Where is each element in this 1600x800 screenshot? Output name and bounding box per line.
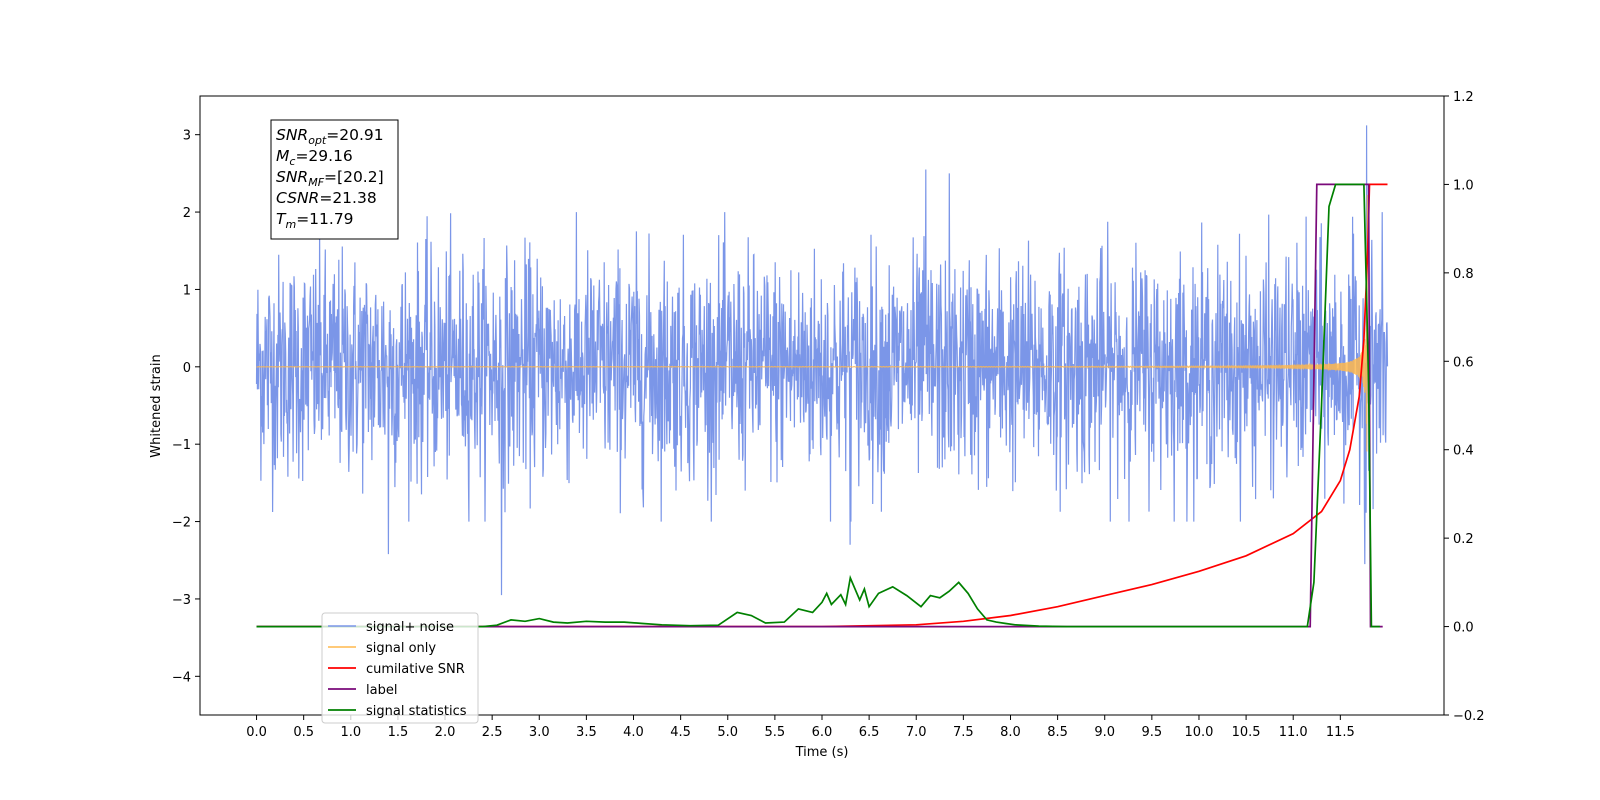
x-tick-label: 11.0 xyxy=(1279,725,1308,740)
annotation-value: =11.79 xyxy=(296,210,353,228)
annotation-value: =20.91 xyxy=(326,126,383,144)
annotation-subscript: m xyxy=(285,218,296,231)
x-tick-label: 3.0 xyxy=(529,725,550,740)
y-axis-label: Whitened strain xyxy=(149,354,164,457)
annotation-subscript: c xyxy=(289,155,295,168)
series-signal-noise-line xyxy=(255,125,1389,596)
x-tick-label: 5.0 xyxy=(717,725,738,740)
x-tick-label: 2.0 xyxy=(435,725,456,740)
x-tick-label: 0.5 xyxy=(293,725,314,740)
x-axis: 0.0 0.5 1.0 1.5 2.0 2.5 3.0 3.5 4.0 4.5 5.0 5.5 6.0 6… xyxy=(246,715,1355,740)
annotation-value: =29.16 xyxy=(295,147,352,165)
y-tick-label: −3 xyxy=(172,593,191,608)
annotation-line: SNRopt=20.91 xyxy=(276,126,384,147)
annotation-value: =21.38 xyxy=(319,189,376,207)
series-cumulative-snr-line xyxy=(256,183,1388,628)
x-tick-label: 10.5 xyxy=(1232,725,1261,740)
annotation-subscript: opt xyxy=(308,134,327,147)
y2-tick-label: 0.6 xyxy=(1453,355,1474,370)
x-tick-label: 4.5 xyxy=(670,725,691,740)
plot-area xyxy=(255,125,1389,628)
legend-label: signal statistics xyxy=(366,704,467,719)
series-label-line xyxy=(256,183,1383,628)
y-tick-label: −4 xyxy=(172,670,191,685)
annotation-symbol: SNR xyxy=(276,126,308,144)
x-tick-label: 7.5 xyxy=(953,725,974,740)
x-tick-label: 2.5 xyxy=(482,725,503,740)
x-tick-label: 4.0 xyxy=(623,725,644,740)
x-tick-label: 11.5 xyxy=(1326,725,1355,740)
y-tick-label: 1 xyxy=(183,283,191,298)
legend-label: signal only xyxy=(366,641,436,656)
x-tick-label: 10.0 xyxy=(1184,725,1213,740)
x-tick-label: 6.5 xyxy=(859,725,880,740)
annotation-subscript: MF xyxy=(308,176,324,189)
y-axis-left: 3 2 1 0 −1 −2 −3 −4 xyxy=(172,129,200,685)
y2-tick-label: 0.0 xyxy=(1453,621,1474,636)
annotation-value: =[20.2] xyxy=(324,168,384,186)
y2-tick-label: 1.2 xyxy=(1453,90,1474,105)
y-tick-label: 3 xyxy=(183,129,191,144)
annotation-symbol: T xyxy=(276,210,287,228)
legend-label: label xyxy=(366,683,397,698)
y2-tick-label: 0.4 xyxy=(1453,444,1474,459)
x-tick-label: 8.5 xyxy=(1047,725,1068,740)
x-tick-label: 9.0 xyxy=(1094,725,1115,740)
annotation-line: CSNR=21.38 xyxy=(276,189,377,207)
metrics-annotation-box: SNRopt=20.91Mc=29.16SNRMF=[20.2]CSNR=21.… xyxy=(270,119,399,240)
y2-tick-label: 0.8 xyxy=(1453,267,1474,282)
x-tick-label: 0.0 xyxy=(246,725,267,740)
annotation-line: Mc=29.16 xyxy=(276,147,353,168)
x-tick-label: 9.5 xyxy=(1142,725,1163,740)
x-tick-label: 1.0 xyxy=(340,725,361,740)
annotation-symbol: M xyxy=(276,147,289,165)
y2-tick-label: 0.2 xyxy=(1453,532,1474,547)
y-tick-label: 2 xyxy=(183,206,191,221)
y2-tick-label: −0.2 xyxy=(1453,709,1485,724)
y-tick-label: −1 xyxy=(172,438,191,453)
series-signal-statistics-line xyxy=(256,183,1380,628)
legend: signal+ noise signal only cumilative SNR la… xyxy=(321,612,479,724)
annotation-symbol: SNR xyxy=(276,168,308,186)
annotation-symbol: CSNR xyxy=(276,189,319,207)
legend-frame xyxy=(321,612,479,724)
legend-label: signal+ noise xyxy=(366,620,454,635)
x-tick-label: 1.5 xyxy=(388,725,409,740)
annotation-line: SNRMF=[20.2] xyxy=(276,168,384,189)
x-tick-label: 5.5 xyxy=(765,725,786,740)
annotation-line: Tm=11.79 xyxy=(276,210,354,231)
y2-tick-label: 1.0 xyxy=(1453,178,1474,193)
annotation-frame xyxy=(270,119,399,240)
y-tick-label: −2 xyxy=(172,516,191,531)
x-axis-label: Time (s) xyxy=(795,745,849,760)
x-tick-label: 3.5 xyxy=(576,725,597,740)
y-axis-right: 1.2 1.0 0.8 0.6 0.4 0.2 0.0 −0.2 xyxy=(1444,90,1485,724)
x-tick-label: 8.0 xyxy=(1000,725,1021,740)
x-tick-label: 6.0 xyxy=(812,725,833,740)
x-tick-label: 7.0 xyxy=(906,725,927,740)
series-signal-only-line xyxy=(256,194,1369,452)
y-tick-label: 0 xyxy=(183,361,191,376)
legend-label: cumilative SNR xyxy=(366,662,465,677)
